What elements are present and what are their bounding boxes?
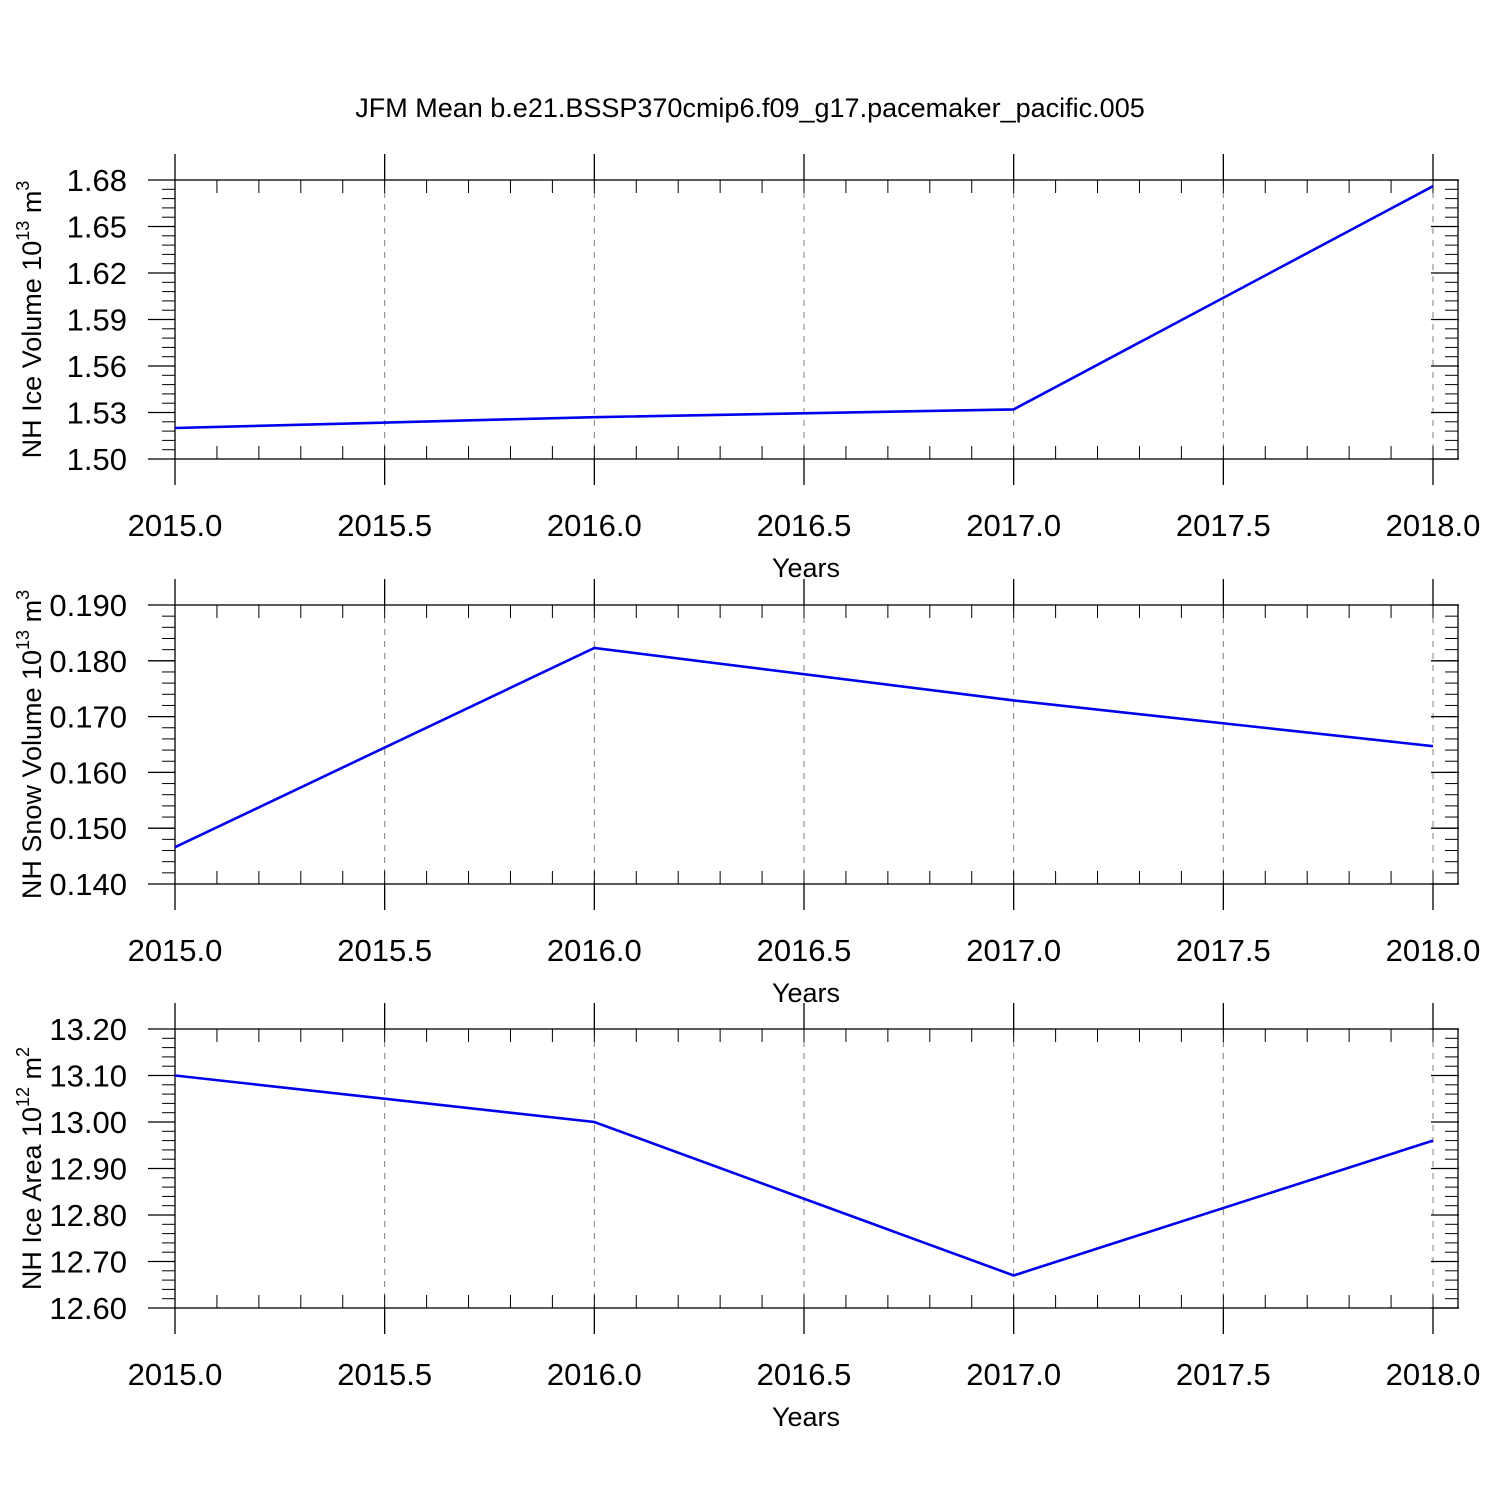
y-tick-label: 12.90 — [49, 1152, 127, 1187]
y-tick-label: 1.56 — [67, 349, 127, 384]
plot-frame — [174, 179, 1459, 460]
y-tick-label: 12.70 — [49, 1245, 127, 1280]
plot-frame — [174, 1028, 1459, 1309]
x-tick-label: 2017.0 — [966, 508, 1061, 543]
x-tick-label: 2017.5 — [1176, 933, 1271, 968]
x-axis-label: Years — [772, 1402, 840, 1432]
plot-frame — [174, 604, 1459, 885]
y-axis-label: NH Snow Volume 1013 m3 — [13, 590, 47, 899]
series-line — [174, 646, 1434, 849]
x-tick-label: 2017.0 — [966, 1357, 1061, 1392]
x-tick-label: 2018.0 — [1386, 1357, 1481, 1392]
x-tick-label: 2015.0 — [128, 933, 223, 968]
x-tick-label: 2015.0 — [128, 1357, 223, 1392]
y-tick-label: 1.62 — [67, 256, 127, 291]
y-tick-label: 0.160 — [49, 755, 127, 790]
y-axis-label: NH Ice Area 1012 m2 — [13, 1047, 47, 1290]
y-tick-label: 1.68 — [67, 163, 127, 198]
y-tick-label: 12.60 — [49, 1291, 127, 1326]
x-tick-label: 2016.0 — [547, 933, 642, 968]
x-tick-label: 2016.0 — [547, 508, 642, 543]
x-tick-label: 2015.5 — [337, 508, 432, 543]
series-line — [174, 1074, 1434, 1277]
x-tick-label: 2016.5 — [757, 508, 852, 543]
y-tick-label: 12.80 — [49, 1198, 127, 1233]
figure-title: JFM Mean b.e21.BSSP370cmip6.f09_g17.pace… — [355, 93, 1144, 123]
chart-panel-1: 2015.0 2015.5 2016.0 2016.5 2017.0 2017.5 2018… — [13, 154, 1480, 583]
x-tick-label: 2018.0 — [1386, 508, 1481, 543]
chart-panel-2: 2015.0 2015.5 2016.0 2016.5 2017.0 2017.5 2018… — [13, 579, 1480, 1008]
y-tick-label: 1.50 — [67, 442, 127, 477]
x-tick-label: 2017.5 — [1176, 508, 1271, 543]
x-tick-label: 2017.5 — [1176, 1357, 1271, 1392]
y-tick-label: 13.20 — [49, 1012, 127, 1047]
x-tick-label: 2016.5 — [757, 933, 852, 968]
y-axis-label: NH Ice Volume 1013 m3 — [13, 181, 47, 459]
x-tick-label: 2016.5 — [757, 1357, 852, 1392]
x-tick-label: 2018.0 — [1386, 933, 1481, 968]
x-tick-label: 2015.5 — [337, 1357, 432, 1392]
y-tick-label: 1.59 — [67, 303, 127, 338]
y-tick-label: 0.190 — [49, 588, 127, 623]
x-tick-label: 2015.0 — [128, 508, 223, 543]
y-tick-label: 0.170 — [49, 700, 127, 735]
y-tick-label: 13.00 — [49, 1105, 127, 1140]
x-axis-label: Years — [772, 978, 840, 1008]
y-tick-label: 0.140 — [49, 867, 127, 902]
series-line — [174, 185, 1434, 430]
x-tick-label: 2015.5 — [337, 933, 432, 968]
x-tick-label: 2017.0 — [966, 933, 1061, 968]
y-tick-label: 0.150 — [49, 811, 127, 846]
y-tick-label: 13.10 — [49, 1059, 127, 1094]
x-tick-label: 2016.0 — [547, 1357, 642, 1392]
x-axis-label: Years — [772, 553, 840, 583]
y-tick-label: 1.65 — [67, 210, 127, 245]
y-tick-label: 1.53 — [67, 396, 127, 431]
y-tick-label: 0.180 — [49, 644, 127, 679]
chart-panel-3: 2015.0 2015.5 2016.0 2016.5 2017.0 2017.5 2018… — [13, 1003, 1480, 1432]
